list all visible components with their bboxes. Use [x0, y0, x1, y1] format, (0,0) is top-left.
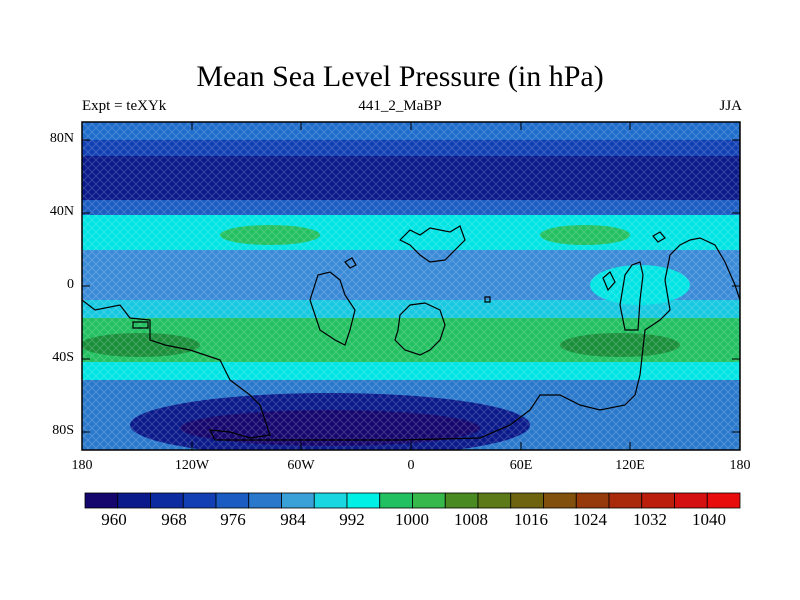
colorbar-swatch: [444, 492, 479, 509]
time-period-label: 441_2_MaBP: [358, 98, 442, 114]
colorbar-label: 1008: [454, 510, 488, 529]
colorbar-label: 960: [101, 510, 127, 529]
y-tick-label: 0: [67, 277, 74, 292]
y-tick-label: 80S: [52, 423, 74, 438]
colorbar-swatch: [117, 492, 151, 509]
experiment-label: Expt = teXYk: [82, 98, 167, 114]
x-tick-label: 120E: [615, 458, 645, 473]
coastlines: [82, 225, 740, 441]
y-tick-label: 80N: [49, 131, 74, 146]
colorbar-swatch: [412, 492, 446, 509]
x-tick-label: 60E: [509, 458, 533, 473]
colorbar-swatch: [543, 492, 577, 509]
colorbar-swatch: [215, 492, 250, 509]
colorbar-label: 984: [280, 510, 306, 529]
x-tick-label: 60W: [287, 458, 315, 473]
x-tick-label: 120W: [174, 458, 210, 473]
colorbar-swatch: [510, 492, 544, 509]
y-tick-label: 40N: [49, 204, 74, 219]
colorbar-swatch: [248, 492, 282, 509]
axis-ticks: [82, 122, 740, 450]
colorbar: [84, 492, 741, 509]
colorbar-swatch: [182, 492, 217, 509]
colorbar-swatch: [346, 492, 381, 509]
colorbar-label: 1024: [573, 510, 607, 529]
colorbar-swatch: [608, 492, 643, 509]
pressure-field: [82, 122, 740, 450]
colorbar-swatch: [313, 492, 348, 509]
pattern-overlay: [82, 122, 740, 450]
colorbar-swatch: [150, 492, 184, 509]
map-title: Mean Sea Level Pressure (in hPa): [196, 60, 604, 93]
colorbar-label: 992: [339, 510, 365, 529]
colorbar-label: 968: [161, 510, 187, 529]
colorbar-label: 1016: [514, 510, 548, 529]
season-label: JJA: [719, 98, 742, 114]
colorbar-label: 1000: [395, 510, 429, 529]
colorbar-swatch: [706, 492, 741, 509]
colorbar-swatch: [379, 492, 413, 509]
colorbar-label: 976: [220, 510, 246, 529]
colorbar-swatch: [674, 492, 708, 509]
x-tick-label: 0: [407, 458, 415, 473]
colorbar-swatch: [281, 492, 315, 509]
colorbar-swatch: [575, 492, 610, 509]
colorbar-label: 1040: [692, 510, 726, 529]
colorbar-swatch: [84, 492, 119, 509]
x-tick-label: 180: [729, 458, 751, 473]
y-tick-label: 40S: [52, 350, 74, 365]
x-tick-label: 180: [71, 458, 93, 473]
colorbar-label: 1032: [633, 510, 667, 529]
colorbar-swatch: [641, 492, 675, 509]
colorbar-swatch: [477, 492, 512, 509]
